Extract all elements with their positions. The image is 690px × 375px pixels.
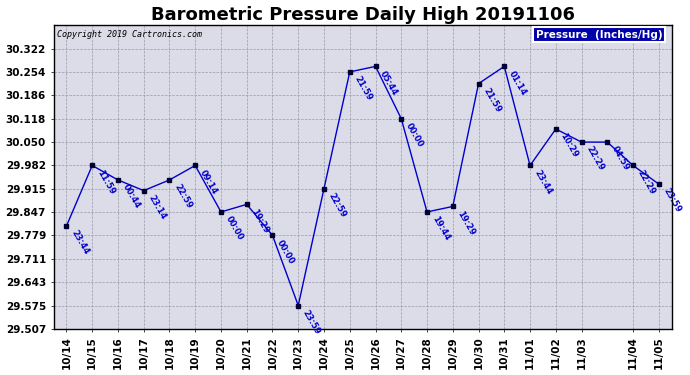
Text: 19:44: 19:44: [430, 215, 451, 242]
Text: 22:29: 22:29: [636, 168, 657, 196]
Text: 04:59: 04:59: [610, 145, 631, 172]
Text: 19:29: 19:29: [250, 207, 270, 235]
Text: 00:00: 00:00: [224, 215, 245, 242]
Text: 23:59: 23:59: [301, 308, 322, 336]
Text: Copyright 2019 Cartronics.com: Copyright 2019 Cartronics.com: [57, 30, 201, 39]
Text: 10:29: 10:29: [559, 132, 580, 159]
Text: 23:44: 23:44: [69, 229, 90, 256]
Text: 22:59: 22:59: [172, 183, 193, 210]
Text: 11:59: 11:59: [95, 168, 116, 196]
Text: 00:44: 00:44: [121, 183, 142, 210]
Text: 00:00: 00:00: [275, 238, 296, 266]
Text: 23:44: 23:44: [533, 168, 554, 196]
Text: 05:44: 05:44: [378, 69, 400, 97]
Text: 23:14: 23:14: [146, 194, 168, 221]
Text: 00:00: 00:00: [404, 122, 425, 149]
Text: Pressure  (Inches/Hg): Pressure (Inches/Hg): [536, 30, 662, 40]
Text: 19:29: 19:29: [455, 209, 477, 237]
Title: Barometric Pressure Daily High 20191106: Barometric Pressure Daily High 20191106: [150, 6, 575, 24]
Text: 01:14: 01:14: [507, 69, 529, 97]
Text: 21:59: 21:59: [353, 75, 374, 102]
Text: 22:29: 22:29: [584, 145, 606, 172]
Text: 21:59: 21:59: [482, 86, 502, 114]
Text: 23:59: 23:59: [662, 187, 682, 214]
Text: 09:14: 09:14: [198, 168, 219, 196]
Text: 22:59: 22:59: [327, 191, 348, 219]
